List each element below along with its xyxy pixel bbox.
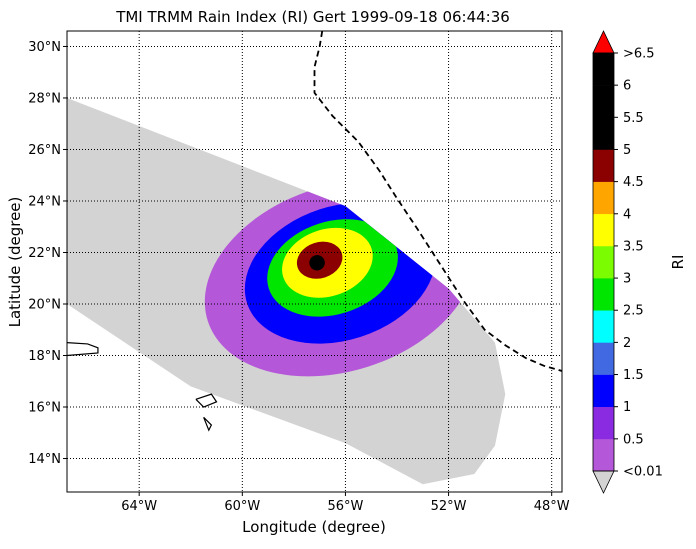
colorbar-tick-label: 1 bbox=[623, 400, 631, 415]
colorbar-segment bbox=[593, 53, 614, 86]
colorbar-segment bbox=[593, 278, 614, 311]
colorbar-tick-label: 0.5 bbox=[623, 432, 644, 447]
colorbar-segment bbox=[593, 406, 614, 440]
y-tick-label: 26°N bbox=[28, 143, 61, 158]
colorbar-segment bbox=[593, 310, 614, 343]
colorbar-tick-label: 6 bbox=[623, 79, 631, 94]
colorbar-segment bbox=[593, 181, 614, 215]
colorbar-segment bbox=[593, 374, 614, 407]
x-axis-label: Longitude (degree) bbox=[242, 518, 386, 536]
colorbar-tick-label: >6.5 bbox=[623, 47, 655, 62]
rain-ring-eye bbox=[309, 255, 325, 271]
colorbar-tick-label: 2 bbox=[623, 336, 631, 351]
y-tick-label: 18°N bbox=[28, 349, 61, 364]
colorbar-under-triangle bbox=[592, 470, 615, 494]
colorbar-label: RI bbox=[669, 255, 687, 270]
colorbar-segment bbox=[593, 342, 614, 375]
x-tick-label: 48°W bbox=[534, 499, 570, 514]
y-tick-label: 14°N bbox=[28, 452, 61, 467]
colorbar-segment bbox=[593, 85, 614, 118]
colorbar-segment bbox=[593, 117, 614, 150]
colorbar-segment bbox=[593, 149, 614, 182]
y-tick-label: 22°N bbox=[28, 246, 61, 261]
colorbar-tick-label: 5 bbox=[623, 143, 631, 158]
y-tick-label: 20°N bbox=[28, 297, 61, 312]
storm-track bbox=[313, 31, 562, 372]
x-tick-label: 52°W bbox=[431, 499, 467, 514]
colorbar-tick-label: 3.5 bbox=[623, 239, 644, 254]
y-tick-label: 28°N bbox=[28, 91, 61, 106]
coastline-puerto-rico-edge bbox=[67, 342, 99, 357]
colorbar-tick-label: 4 bbox=[623, 207, 631, 222]
y-tick-label: 24°N bbox=[28, 194, 61, 209]
x-tick-label: 60°W bbox=[224, 499, 260, 514]
y-axis-label: Latitude (degree) bbox=[6, 197, 24, 328]
colorbar-tick-label: 2.5 bbox=[623, 304, 644, 319]
colorbar-tick-label: <0.01 bbox=[623, 465, 663, 480]
colorbar-segment bbox=[593, 213, 614, 247]
y-tick-label: 16°N bbox=[28, 401, 61, 416]
colorbar-tick-label: 1.5 bbox=[623, 368, 644, 383]
colorbar-tick-label: 4.5 bbox=[623, 175, 644, 190]
colorbar-segment bbox=[593, 245, 614, 279]
colorbar-frame bbox=[592, 52, 615, 472]
coastline-dominica bbox=[203, 416, 213, 432]
colorbar-segment bbox=[593, 438, 614, 472]
colorbar-tick-label: 5.5 bbox=[623, 111, 644, 126]
chart-title: TMI TRMM Rain Index (RI) Gert 1999-09-18… bbox=[115, 8, 510, 26]
x-tick-label: 64°W bbox=[121, 499, 157, 514]
coastline-guadeloupe bbox=[195, 393, 218, 408]
colorbar-over-triangle bbox=[592, 30, 615, 54]
y-tick-label: 30°N bbox=[28, 40, 61, 55]
plot-frame bbox=[66, 30, 563, 493]
x-tick-label: 56°W bbox=[327, 499, 363, 514]
colorbar-tick-label: 3 bbox=[623, 272, 631, 287]
